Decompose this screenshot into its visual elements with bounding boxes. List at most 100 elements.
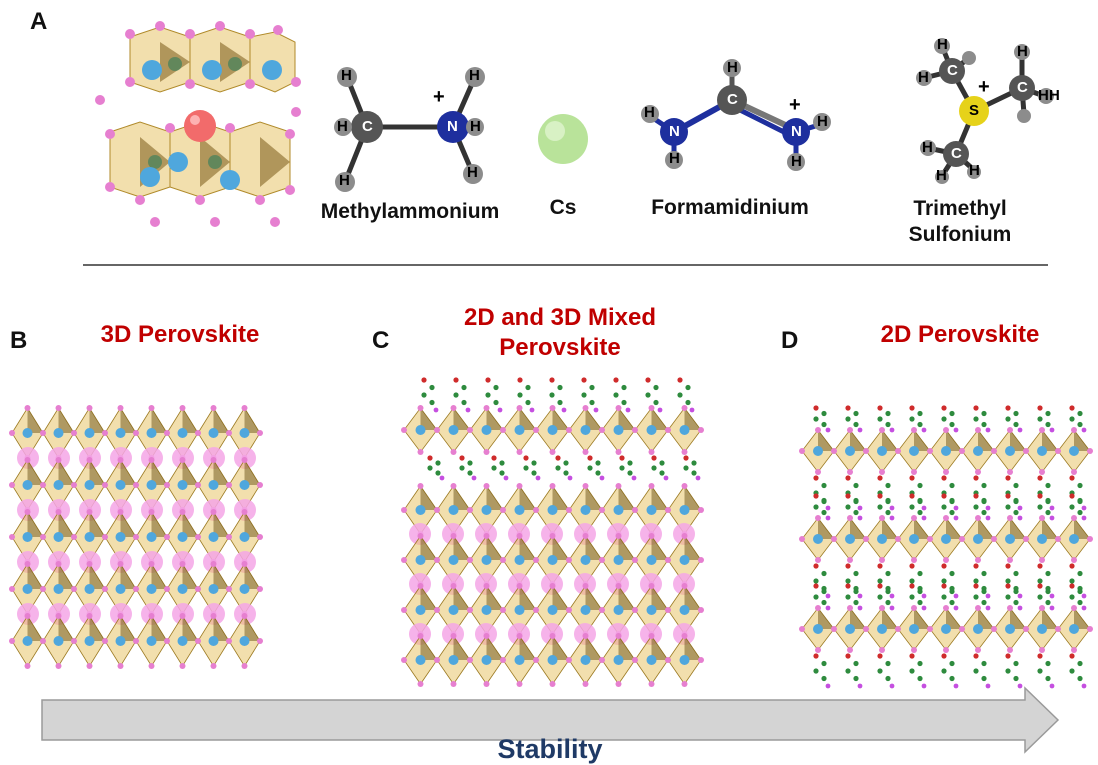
halide-atom (401, 427, 407, 433)
organic-atom (953, 593, 959, 599)
halide-atom (450, 405, 457, 411)
halide-atom (210, 405, 217, 411)
metal-atom (646, 555, 657, 565)
metal-atom (646, 425, 657, 435)
metal-atom (580, 555, 591, 565)
metal-atom (813, 534, 823, 544)
octahedron-shade (519, 586, 536, 610)
metal-atom (22, 584, 33, 594)
halide-atom (9, 482, 15, 488)
organic-atom (909, 416, 915, 422)
halide-atom (615, 405, 622, 411)
halide-atom (665, 557, 671, 563)
organic-atom (825, 683, 831, 689)
organic-atom (953, 683, 959, 689)
metal-atom (941, 446, 951, 456)
organic-atom (581, 392, 587, 398)
halide-atom (847, 647, 853, 653)
halide-atom (86, 663, 93, 669)
organic-atom (1037, 668, 1043, 674)
organic-atom (857, 605, 863, 611)
metal-atom (580, 655, 591, 665)
organic-atom (845, 583, 851, 589)
halide-atom (148, 509, 155, 515)
halide-atom (467, 557, 473, 563)
trimethyl-label-line2: Sulfonium (908, 223, 1012, 246)
halide-atom (599, 657, 605, 663)
organic-atom (941, 475, 947, 481)
halide-atom (582, 533, 589, 539)
metal-atom (448, 555, 459, 565)
halide-atom (500, 427, 506, 433)
organic-atom (921, 605, 927, 611)
atom-label-c: C (951, 145, 962, 162)
organic-atom (631, 475, 637, 481)
organic-atom (683, 465, 689, 471)
octahedron-shade (519, 408, 536, 430)
organic-atom (1077, 498, 1083, 505)
organic-atom (685, 399, 691, 406)
metal-atom (146, 584, 157, 594)
octahedron-shade (946, 430, 962, 451)
organic-atom (877, 578, 883, 584)
organic-atom (1005, 563, 1011, 569)
halide-atom (241, 613, 248, 619)
halide-atom (1039, 557, 1045, 563)
organic-atom (619, 465, 625, 471)
metal-atom (1037, 534, 1047, 544)
organic-atom (885, 482, 891, 489)
organic-atom (949, 599, 955, 606)
organic-atom (825, 605, 831, 611)
octahedron-shade (946, 608, 962, 629)
structure-title-mixed: 2D and 3D Mixed Perovskite (420, 303, 700, 363)
perovskite-unit-cell (95, 21, 301, 227)
atom-label-h: H (1038, 87, 1049, 104)
halide-atom (401, 557, 407, 563)
octahedron-shade (244, 564, 260, 589)
halide-atom (1055, 626, 1061, 632)
halide-atom (148, 457, 155, 463)
halide-atom (195, 638, 201, 644)
halide-atom (975, 427, 981, 433)
trimethyl-sulfonium-label: Trimethyl Sulfonium (890, 196, 1030, 248)
metal-atom (514, 655, 525, 665)
halide-atom (226, 482, 232, 488)
halide-atom (975, 605, 981, 611)
atom-label-c: C (1017, 79, 1028, 96)
section-divider (83, 264, 1048, 266)
halide-atom (632, 557, 638, 563)
organic-atom (555, 465, 561, 471)
organic-atom (1081, 683, 1087, 689)
halide-atom (210, 613, 217, 619)
halide-atom (879, 515, 885, 521)
metal-atom (613, 555, 624, 565)
halide-atom (9, 586, 15, 592)
metal-atom (84, 428, 95, 438)
metal-atom (877, 446, 887, 456)
octahedron-shade (978, 518, 994, 539)
halide-atom (241, 561, 248, 567)
atom-label-h: H (922, 139, 933, 156)
organic-atom (535, 475, 541, 481)
organic-atom (821, 660, 827, 667)
metal-atom (1069, 446, 1079, 456)
organic-atom (517, 377, 523, 383)
halide-atom (467, 507, 473, 513)
atom-label-h: H (339, 172, 350, 189)
organic-atom (1037, 583, 1043, 589)
metal-atom (115, 428, 126, 438)
metal-atom (239, 532, 250, 542)
organic-atom (949, 509, 955, 516)
organic-atom (427, 465, 433, 471)
organic-atom (941, 594, 947, 600)
halide-atom (417, 583, 424, 589)
octahedron-shade (585, 536, 602, 560)
organic-atom (857, 683, 863, 689)
octahedron-shade (519, 636, 536, 660)
octahedron-shade (552, 536, 569, 560)
organic-atom (813, 504, 819, 510)
atom-label-c: C (727, 91, 738, 108)
octahedron-shade (651, 408, 668, 430)
organic-atom (461, 399, 467, 406)
organic-atom (427, 455, 433, 461)
